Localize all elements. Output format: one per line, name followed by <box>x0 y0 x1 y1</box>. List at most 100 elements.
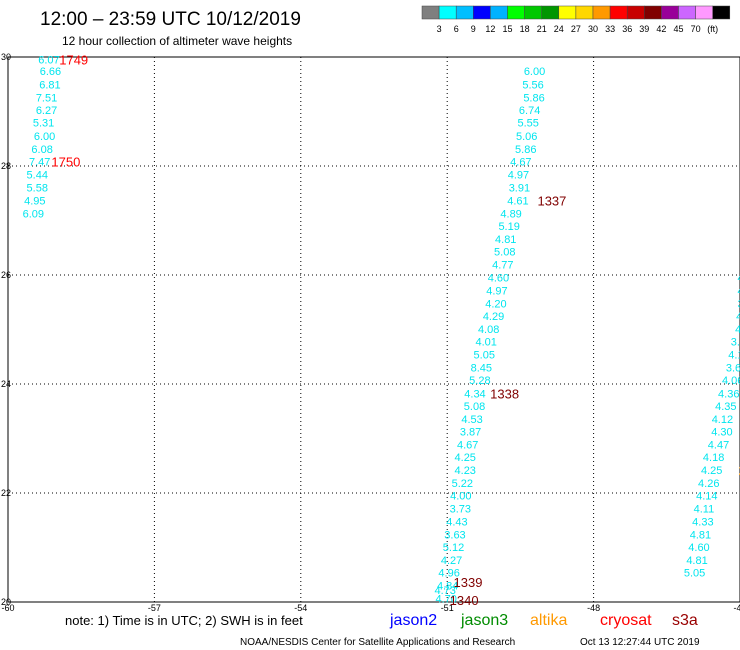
swh-value: 4.13 <box>728 350 740 362</box>
y-axis-ticks: 30 28 26 24 22 20 <box>1 52 11 607</box>
swh-value: 6.00 <box>34 131 55 143</box>
swh-value: 4.60 <box>488 273 509 285</box>
color-swatch <box>490 5 508 20</box>
swh-value: 4.2 <box>735 324 740 336</box>
swh-value: 4.77 <box>492 260 513 272</box>
y-tick-label: 28 <box>1 161 11 171</box>
color-scale-label: 27 <box>571 24 581 34</box>
swh-value: 6.74 <box>519 105 540 117</box>
swh-value: 4.06 <box>722 375 740 387</box>
swh-value: 3.91 <box>509 182 530 194</box>
x-tick-label: -45 <box>733 603 740 613</box>
color-scale-label: 6 <box>454 24 459 34</box>
color-scale-label: 45 <box>673 24 683 34</box>
swh-value: 5.05 <box>684 568 705 580</box>
pass-time-labels: 1749 1750 1337 1338 1339 1340 2 <box>51 53 740 608</box>
swh-value: 3.8 <box>731 336 740 348</box>
color-swatch <box>626 5 645 20</box>
swh-value: 5.44 <box>27 170 48 182</box>
x-tick-label: -54 <box>294 603 307 613</box>
satellite-legend: jason2 jason3 altika cryosat s3a <box>389 612 698 629</box>
swh-value: 5.86 <box>523 92 544 104</box>
swh-value: 3.73 <box>450 503 471 515</box>
x-axis-ticks: -60 -57 -54 -51 -48 -45 <box>1 603 740 613</box>
swh-value: 4.67 <box>510 157 531 169</box>
swh-value: 4.53 <box>461 414 482 426</box>
swh-value: 4.33 <box>692 516 713 528</box>
color-swatch <box>661 5 679 20</box>
swh-value: 4.67 <box>457 439 478 451</box>
swh-value: 4.43 <box>446 516 467 528</box>
swh-value: 4.36 <box>718 388 739 400</box>
color-scale-label: (ft) <box>707 24 718 34</box>
color-scale-label: 24 <box>554 24 564 34</box>
swh-value: 4.18 <box>703 452 724 464</box>
swh-value: 3. <box>738 298 740 310</box>
swh-value: 4.08 <box>478 324 499 336</box>
swh-value: 4 <box>738 273 740 285</box>
color-scale-label: 42 <box>656 24 666 34</box>
pass-time-label: 1340 <box>450 593 479 608</box>
color-scale-label: 12 <box>485 24 495 34</box>
pass-time-label: 1749 <box>59 53 88 68</box>
chart-subtitle: 12 hour collection of altimeter wave hei… <box>62 34 292 48</box>
swh-value: 4.81 <box>686 555 707 567</box>
footer-credit: NOAA/NESDIS Center for Satellite Applica… <box>240 637 515 648</box>
x-tick-label: -60 <box>1 603 14 613</box>
satellite-legend-entry: s3a <box>672 612 698 629</box>
color-swatch <box>712 5 731 20</box>
swh-value: 4.01 <box>476 336 497 348</box>
swh-value: 4.47 <box>708 439 729 451</box>
color-scale-label: 18 <box>520 24 530 34</box>
swh-value: 4.61 <box>507 195 528 207</box>
swh-value: 3.87 <box>460 426 481 438</box>
swh-value: 5.06 <box>516 131 537 143</box>
swh-value: 5.08 <box>464 401 485 413</box>
x-tick-label: -57 <box>148 603 161 613</box>
color-scale-label: 21 <box>537 24 547 34</box>
swh-value: 6.00 <box>524 66 545 78</box>
swh-value: 6.66 <box>40 66 61 78</box>
swh-value: 5.12 <box>443 542 464 554</box>
swh-value: 4.25 <box>455 452 476 464</box>
swh-value: 4.81 <box>495 234 516 246</box>
pass-time-label: 1338 <box>490 386 519 401</box>
plot-grid <box>8 57 740 602</box>
swh-value: 4.81 <box>690 529 711 541</box>
swh-value: 4.97 <box>508 170 529 182</box>
swh-value: 7.47 <box>29 157 50 169</box>
y-tick-label: 26 <box>1 270 11 280</box>
swh-value: 4.97 <box>486 285 507 297</box>
swh-value: 4.95 <box>24 195 45 207</box>
color-swatch <box>473 5 491 20</box>
swh-value: 6.81 <box>39 79 60 91</box>
x-tick-label: -51 <box>441 603 454 613</box>
swh-value: 6.09 <box>23 208 44 220</box>
y-tick-label: 22 <box>1 488 11 498</box>
swh-value: 6.07 <box>38 55 59 67</box>
swh-value: 4.25 <box>701 465 722 477</box>
swh-value: 4.12 <box>712 414 733 426</box>
swh-value: 4.70 <box>435 594 456 606</box>
satellite-legend-entry: altika <box>530 612 567 629</box>
color-swatch <box>507 5 525 20</box>
footer-timestamp: Oct 13 12:27:44 UTC 2019 <box>580 637 700 648</box>
swh-value: 8.45 <box>471 363 492 375</box>
color-swatch <box>421 5 440 20</box>
swh-value: 4.26 <box>698 478 719 490</box>
color-swatch <box>644 5 662 20</box>
units-note: note: 1) Time is in UTC; 2) SWH is in fe… <box>65 613 303 628</box>
color-swatch <box>455 5 474 20</box>
color-swatch <box>695 5 713 20</box>
swh-value: 3.63 <box>444 529 465 541</box>
color-swatch <box>609 5 628 20</box>
swh-value: 4.29 <box>483 311 504 323</box>
swh-value: 5.56 <box>522 79 543 91</box>
color-scale-label: 3 <box>437 24 442 34</box>
swh-value: 6.08 <box>31 144 52 156</box>
color-scale-label: 33 <box>605 24 615 34</box>
y-tick-label: 24 <box>1 379 11 389</box>
swh-value: 4.20 <box>485 298 506 310</box>
swh-value: 4.11 <box>694 503 715 515</box>
